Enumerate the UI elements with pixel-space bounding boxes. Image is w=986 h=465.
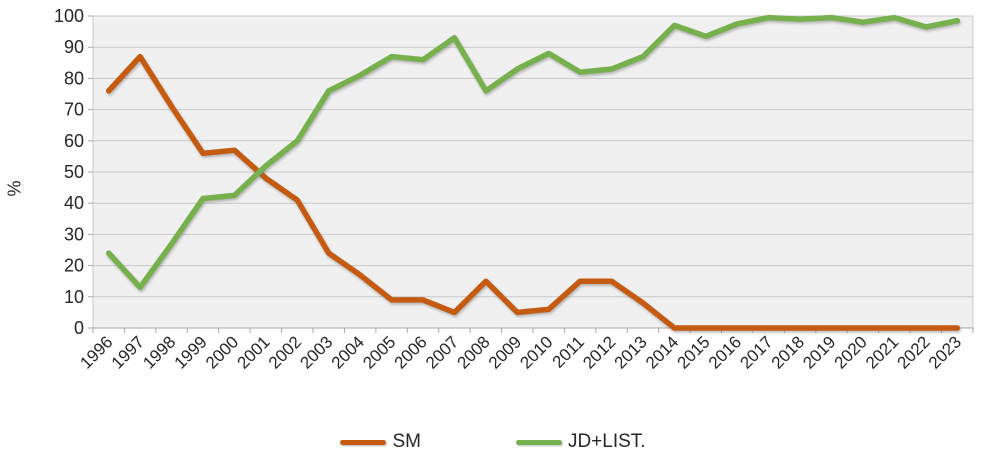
x-tick-label: 1996	[76, 332, 116, 372]
x-tick-label: 2012	[579, 332, 619, 372]
x-tick-label: 2019	[799, 332, 839, 372]
y-tick-label: 60	[64, 131, 84, 151]
x-tick-label: 2001	[234, 332, 274, 372]
x-tick-label: 2023	[925, 332, 965, 372]
legend-swatch-sm	[340, 439, 387, 445]
x-tick-label: 2013	[611, 332, 651, 372]
x-tick-label: 2021	[862, 332, 902, 372]
y-tick-label: 40	[64, 193, 84, 213]
x-tick-label: 1997	[108, 332, 148, 372]
y-axis-title: %	[4, 180, 25, 197]
x-tick-label: 2008	[454, 332, 494, 372]
x-tick-label: 2015	[674, 332, 714, 372]
x-tick-label: 2020	[831, 332, 871, 372]
legend-item-sm: SM	[340, 431, 421, 453]
x-tick-label: 2016	[705, 332, 745, 372]
x-tick-label: 2017	[736, 332, 776, 372]
y-tick-label: 20	[64, 256, 84, 276]
x-tick-label: 2007	[422, 332, 462, 372]
series-line-jdlist	[105, 14, 961, 291]
x-tick-label: 2000	[202, 332, 242, 372]
x-tick-label: 2005	[359, 332, 399, 372]
y-tick-label: 30	[64, 224, 84, 244]
x-tick-label: 2003	[296, 332, 336, 372]
plot-area: 0102030405060708090100199619971998199920…	[54, 6, 974, 373]
y-tick-label: 90	[64, 37, 84, 57]
y-tick-label: 0	[74, 318, 84, 338]
x-tick-label: 2009	[485, 332, 525, 372]
x-tick-label: 2014	[642, 332, 682, 372]
y-tick-label: 80	[64, 68, 84, 88]
x-tick-label: 2006	[391, 332, 431, 372]
y-tick-label: 70	[64, 100, 84, 120]
x-tick-label: 1998	[139, 332, 179, 372]
x-tick-label: 2004	[328, 332, 368, 372]
y-tick-label: 50	[64, 162, 84, 182]
legend-swatch-jd	[515, 439, 562, 445]
x-tick-label: 2022	[894, 332, 934, 372]
legend-label-sm: SM	[392, 431, 421, 452]
legend: SM JD+LIST.	[0, 431, 986, 453]
series-line-sm	[105, 53, 961, 331]
x-tick-label: 1999	[171, 332, 211, 372]
y-tick-label: 10	[64, 287, 84, 307]
x-tick-label: 2018	[768, 332, 808, 372]
x-tick-label: 2002	[265, 332, 305, 372]
legend-label-jd: JD+LIST.	[567, 431, 646, 452]
y-tick-label: 100	[54, 6, 84, 26]
x-tick-label: 2010	[516, 332, 556, 372]
x-tick-label: 2011	[549, 332, 588, 371]
legend-item-jd: JD+LIST.	[515, 431, 646, 453]
